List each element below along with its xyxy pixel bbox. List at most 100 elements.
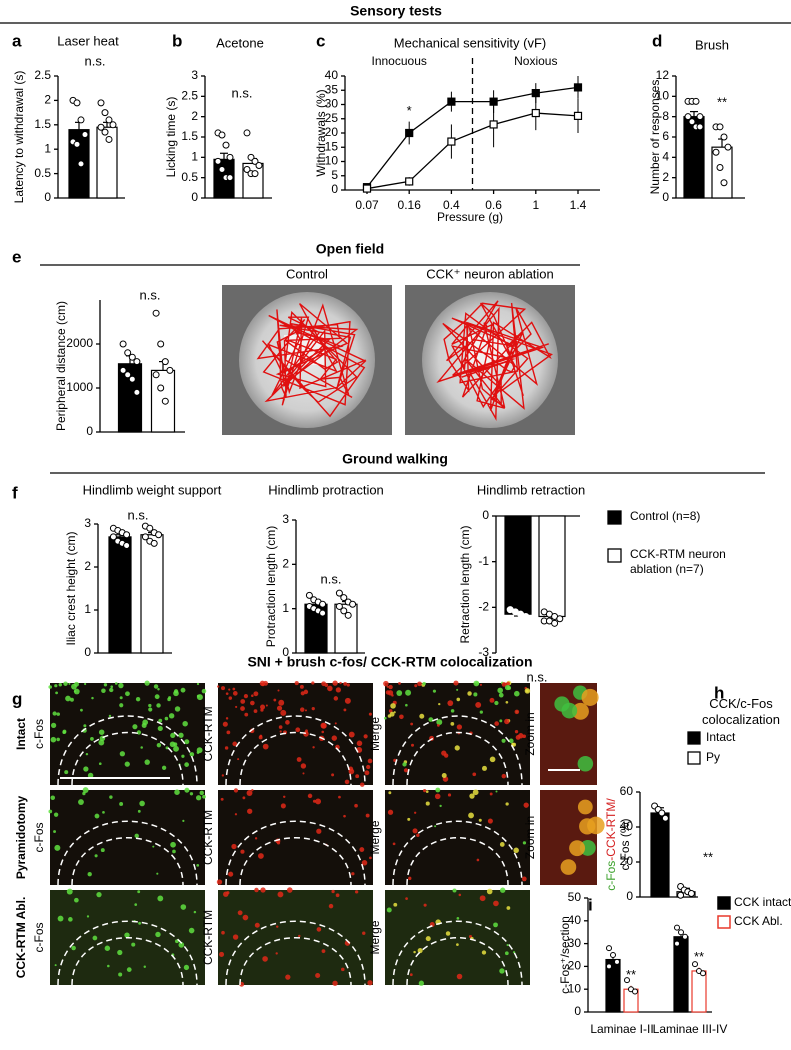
cell	[53, 812, 59, 817]
annotation: n.s.	[321, 571, 342, 586]
cell	[398, 681, 401, 685]
micrograph	[50, 888, 205, 986]
cell	[504, 718, 510, 725]
cell	[165, 746, 169, 750]
cell	[445, 931, 451, 936]
cell	[86, 915, 90, 918]
cell	[243, 694, 249, 699]
y-tick-label: 15	[325, 139, 339, 153]
cell	[117, 949, 123, 956]
y-tick-label: 2	[84, 559, 91, 573]
cell	[156, 703, 161, 708]
bar	[691, 970, 707, 1013]
x-tick-label: 0.6	[485, 198, 502, 212]
cell	[240, 706, 245, 711]
panel-letter: f	[12, 483, 18, 502]
cell	[173, 742, 178, 747]
cell	[405, 689, 412, 696]
cell	[316, 927, 322, 932]
cell	[50, 736, 57, 743]
channel-label: Merge	[368, 920, 382, 954]
cell	[262, 743, 269, 750]
cell	[174, 789, 180, 795]
cell	[242, 796, 246, 800]
series-line	[366, 112, 579, 190]
cell	[410, 722, 414, 726]
cell	[156, 872, 159, 875]
cell	[188, 927, 195, 934]
data-point	[340, 607, 348, 615]
cell	[479, 683, 483, 686]
cell	[104, 945, 111, 951]
micrograph	[216, 788, 373, 886]
cell	[92, 935, 98, 941]
cell	[53, 830, 57, 834]
cell	[505, 700, 509, 704]
cell	[182, 819, 185, 823]
y-tick-label: 50	[568, 890, 582, 904]
region-label: Innocuous	[372, 54, 427, 68]
gray-matter-outline	[392, 820, 523, 886]
data-point	[152, 309, 160, 317]
data-point	[678, 929, 684, 936]
data-point	[551, 619, 559, 627]
cell	[388, 791, 392, 795]
data-point	[522, 612, 530, 620]
data-point	[155, 531, 163, 539]
cell	[387, 809, 394, 815]
y-axis-label: Retraction length (cm)	[458, 525, 472, 643]
cell	[50, 795, 56, 800]
cell	[403, 768, 409, 773]
data-point	[133, 388, 141, 396]
cell	[443, 753, 449, 758]
cell	[138, 921, 142, 925]
x-axis-label: Pressure (g)	[437, 210, 503, 224]
cell	[386, 685, 389, 688]
y-tick-label: 30	[325, 97, 339, 111]
annotation: n.s.	[128, 507, 149, 522]
data-point	[712, 148, 720, 156]
data-point	[251, 170, 259, 178]
cell	[489, 792, 493, 796]
data-point	[624, 977, 630, 984]
cell	[98, 729, 105, 735]
chart-title: CCK/c-Fos colocalization	[701, 696, 781, 727]
cell	[148, 703, 152, 708]
data-point	[632, 988, 638, 995]
bar	[504, 515, 532, 615]
cell	[285, 720, 290, 725]
cell	[219, 951, 225, 957]
cell	[119, 751, 126, 757]
cell	[425, 801, 430, 806]
cell	[135, 696, 141, 702]
cell	[83, 766, 89, 772]
region-label: Noxious	[514, 54, 557, 68]
cell	[90, 737, 94, 741]
data-point	[606, 945, 612, 952]
cell	[259, 680, 266, 687]
cell	[54, 964, 57, 967]
data-point	[319, 600, 327, 608]
cell	[98, 762, 102, 766]
annotation: n.s.	[140, 287, 161, 302]
cell	[417, 947, 423, 954]
cell	[74, 897, 79, 903]
channel-label: c-Fos	[32, 719, 46, 749]
cell	[300, 763, 307, 769]
data-point	[696, 113, 704, 121]
annotation: n.s.	[527, 669, 548, 684]
cell	[521, 876, 527, 882]
cell	[456, 973, 463, 980]
cell	[416, 833, 420, 837]
bar	[650, 812, 670, 898]
annotation: **	[694, 949, 704, 964]
cell	[228, 871, 234, 877]
cell	[275, 952, 278, 955]
cell	[312, 799, 317, 803]
data-point	[105, 135, 113, 143]
cell	[383, 680, 389, 687]
cell	[396, 690, 403, 696]
channel-label: c-Fos	[32, 923, 46, 953]
y-tick-label: 2.5	[34, 68, 51, 82]
cell	[174, 706, 181, 712]
